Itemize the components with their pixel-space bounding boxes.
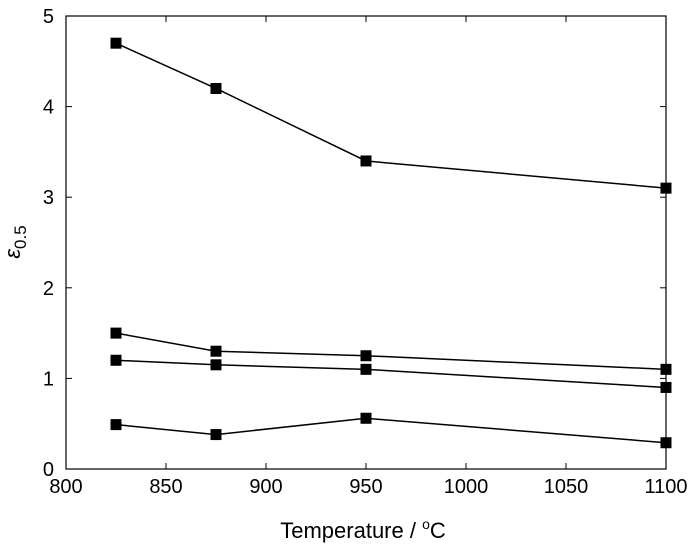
x-tick-label: 950: [349, 476, 382, 498]
x-tick-label: 900: [249, 476, 282, 498]
series-3: [110, 354, 672, 393]
series-2-point: [110, 327, 122, 339]
y-axis-title: ε0.5: [0, 225, 30, 258]
series-2-line: [115, 332, 667, 371]
series-4-point: [360, 412, 372, 424]
series-3-point: [110, 354, 122, 366]
series-2-point: [660, 363, 672, 375]
series-2-point: [360, 350, 372, 362]
series-group: [110, 37, 672, 449]
x-tick-label: 1000: [444, 476, 489, 498]
series-3-point: [210, 359, 222, 371]
x-tick-label: 1100: [644, 476, 687, 498]
plot-frame: [65, 15, 667, 470]
series-1-line: [115, 42, 667, 189]
series-4: [110, 412, 672, 449]
x-tick-label: 850: [149, 476, 182, 498]
x-axis-title: Temperature / oC: [280, 516, 446, 543]
x-tick-label: 800: [49, 476, 82, 498]
series-4-line: [115, 417, 667, 444]
y-tick-label: 0: [43, 459, 54, 481]
y-tick-label: 1: [43, 368, 54, 390]
ticks: 800 850 900 950 1000 1050 1100 0 1 2 3 4 5: [43, 6, 688, 498]
series-4-point: [210, 429, 222, 441]
y-tick-label: 4: [43, 97, 54, 119]
series-3-line: [115, 359, 667, 389]
series-1-point: [360, 155, 372, 167]
y-tick-label: 3: [43, 187, 54, 209]
y-tick-label: 5: [43, 6, 54, 28]
series-3-point: [660, 381, 672, 393]
series-1-point: [660, 182, 672, 194]
series-1-point: [110, 37, 122, 49]
series-3-point: [360, 363, 372, 375]
y-tick-label: 2: [43, 278, 54, 300]
series-2: [110, 327, 672, 375]
x-tick-label: 1050: [544, 476, 589, 498]
axes: [65, 15, 667, 470]
series-4-point: [660, 437, 672, 449]
series-1-point: [210, 82, 222, 94]
series-1: [110, 37, 672, 194]
series-2-point: [210, 345, 222, 357]
series-4-point: [110, 419, 122, 431]
